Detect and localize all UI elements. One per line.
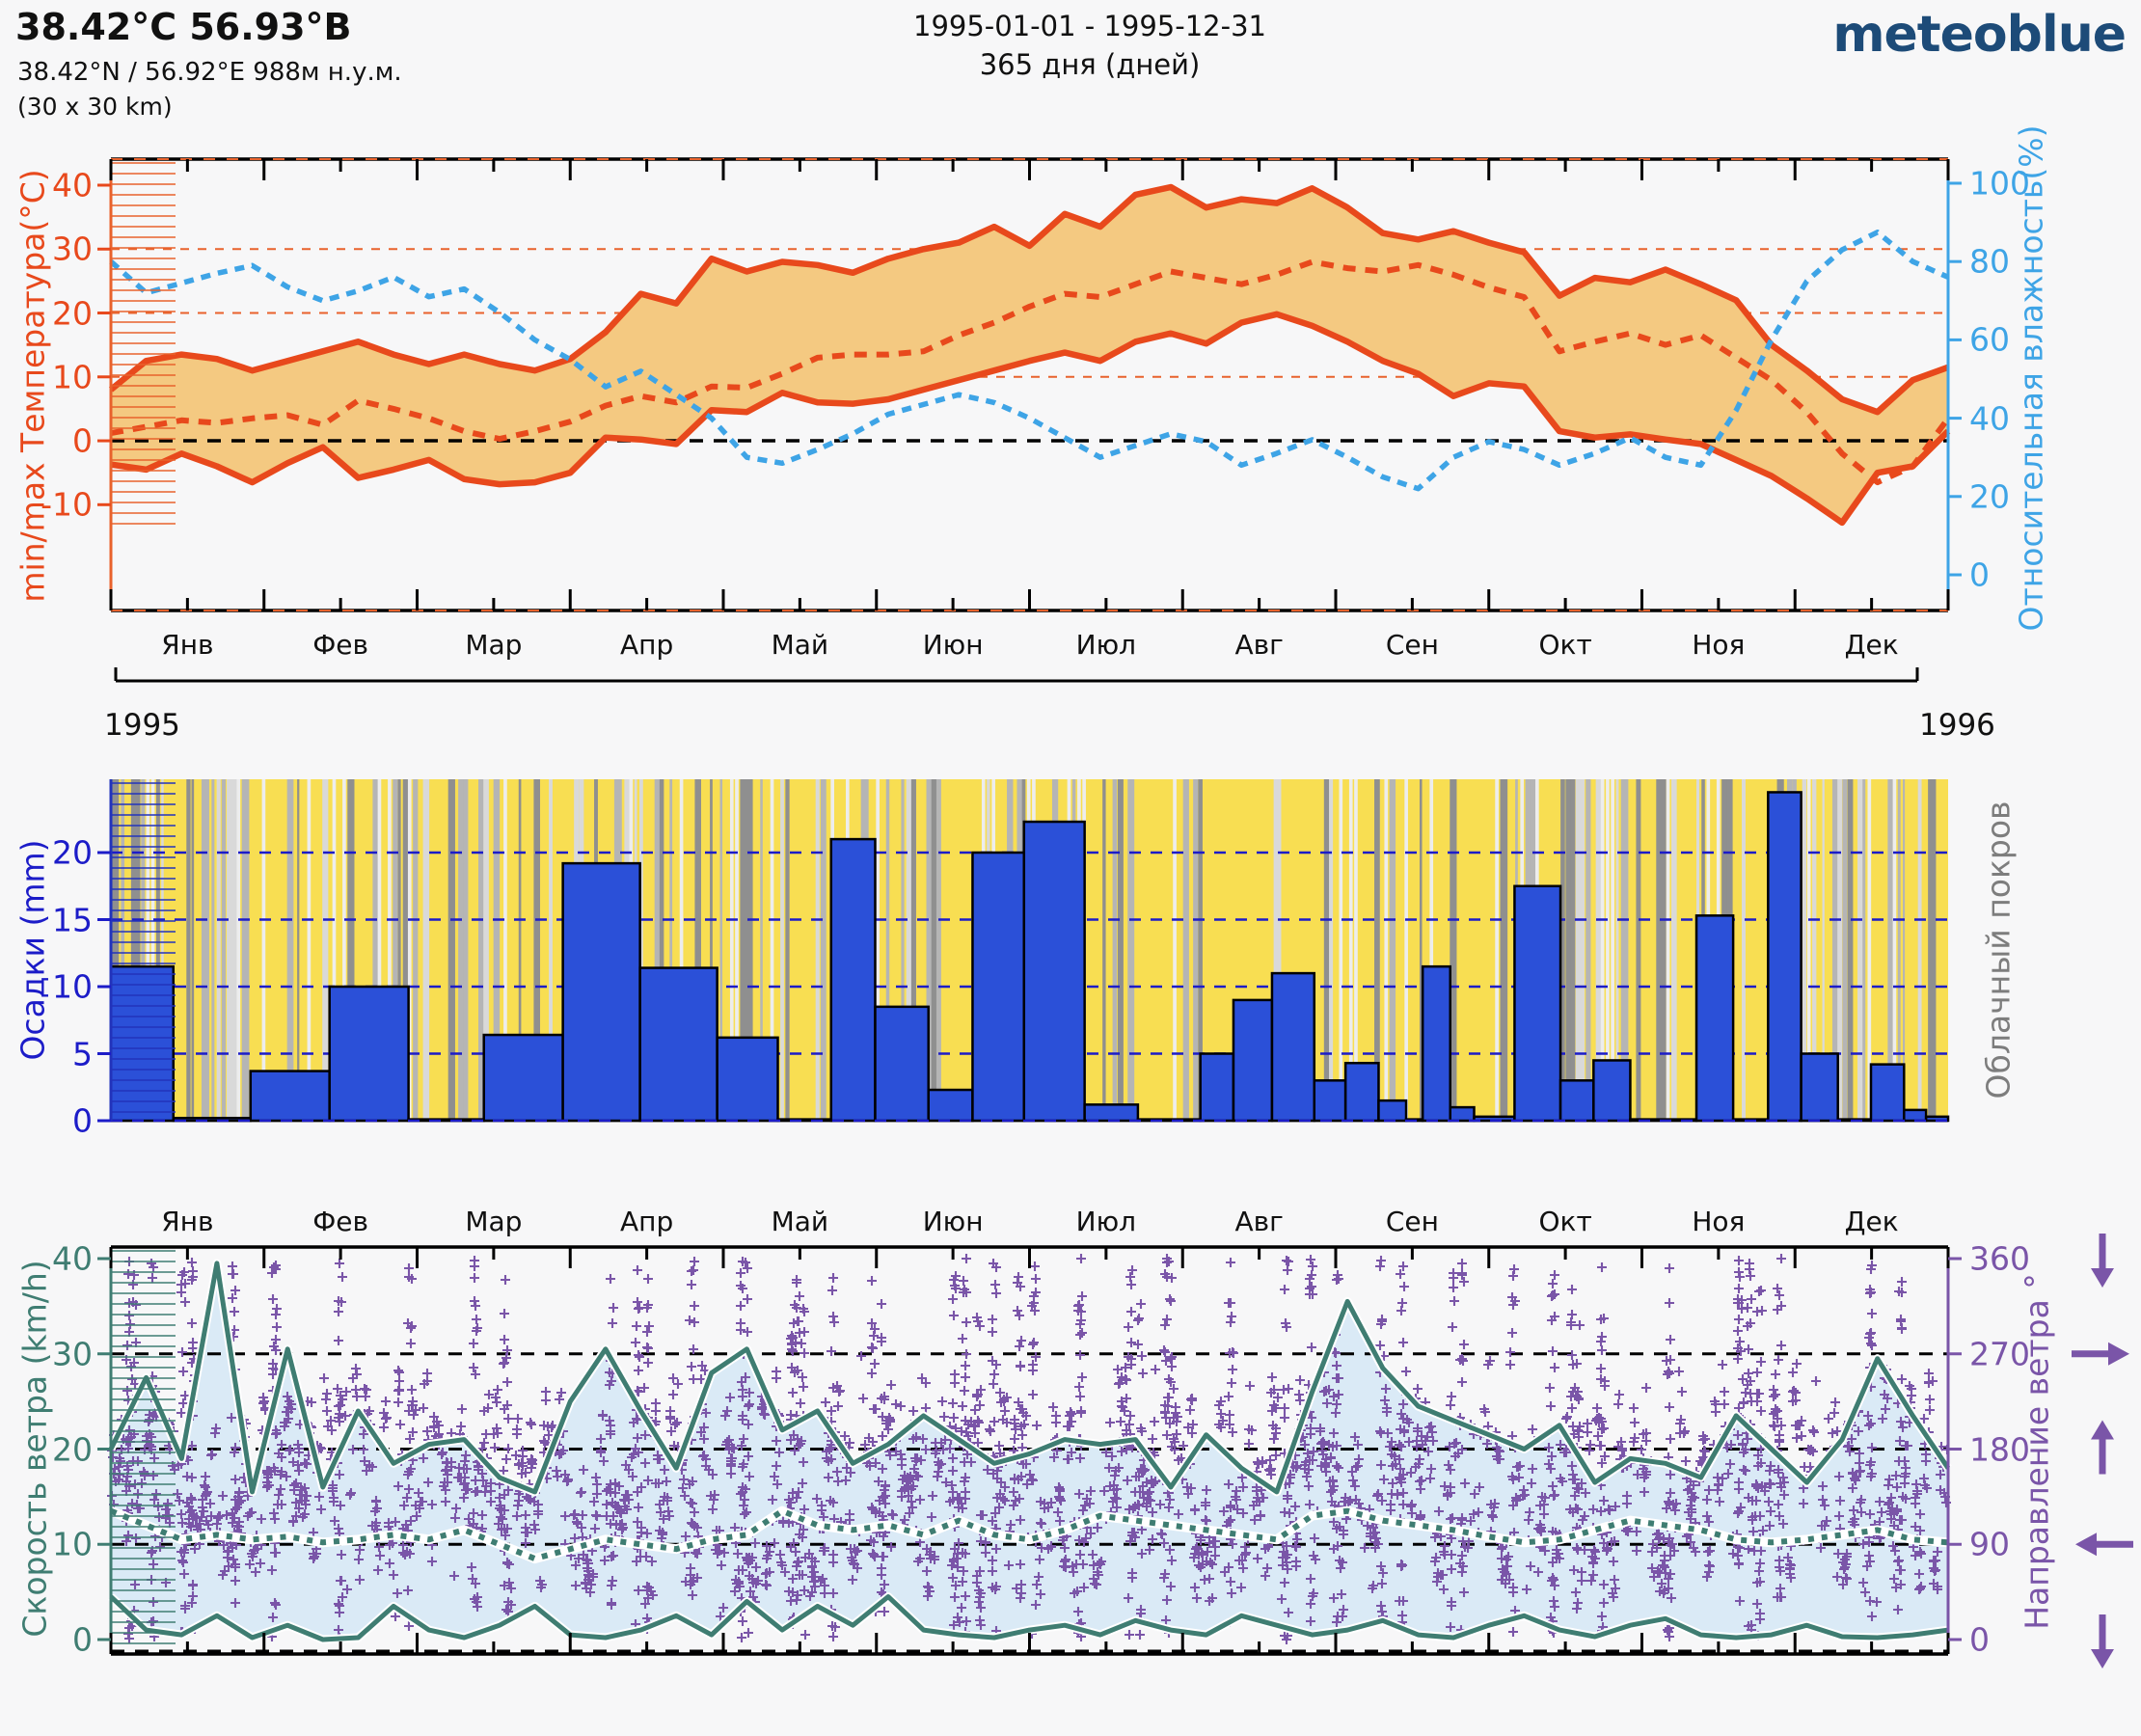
wind-tick-label: 10	[52, 1525, 93, 1563]
temp-tick-label: 20	[52, 294, 93, 333]
humidity-tick-label: 40	[1969, 399, 2010, 438]
month-label-2: Фев	[312, 1206, 369, 1237]
coordinates: 38.42°N / 56.92°E 988м н.у.м.	[17, 58, 402, 87]
month-label-5: Май	[771, 629, 829, 661]
grid-area: (30 x 30 km)	[17, 93, 173, 121]
wind-tick-label: 0	[72, 1620, 93, 1659]
month-label-6: Июн	[922, 629, 984, 661]
temp-tick-label: 0	[72, 421, 93, 460]
direction-tick-label: 360	[1969, 1239, 2030, 1278]
wind-tick-label: 20	[52, 1430, 93, 1468]
month-label-1: Янв	[161, 1206, 214, 1237]
duration: 365 дня (дней)	[979, 48, 1201, 81]
direction-tick-label: 90	[1969, 1525, 2010, 1563]
direction-tick-label: 0	[1969, 1620, 1990, 1659]
report-period-block: 1995-01-01 - 1995-12-31 365 дня (дней)	[913, 10, 1266, 81]
wind-direction-arrows	[2072, 1234, 2133, 1668]
wind-tick-label: 30	[52, 1335, 93, 1373]
month-label-8: Авг	[1234, 629, 1284, 661]
direction-tick-label: 270	[1969, 1335, 2030, 1373]
month-label-4: Апр	[620, 1206, 674, 1237]
meteoblue-logo: meteoblue	[1832, 6, 2127, 64]
month-label-2: Фев	[312, 629, 369, 661]
month-label-1: Янв	[161, 629, 214, 661]
precip-tick-label: 20	[52, 833, 93, 872]
precipitation-cloud-chart	[97, 779, 1950, 1123]
wind-tick-label: 40	[52, 1239, 93, 1278]
temp-tick-label: 40	[52, 166, 93, 204]
month-label-8: Авг	[1234, 1206, 1284, 1237]
date-range: 1995-01-01 - 1995-12-31	[913, 10, 1266, 42]
precip-tick-label: 10	[52, 967, 93, 1006]
year-axis	[114, 667, 1919, 683]
temperature-humidity-chart	[97, 157, 1962, 612]
temp-axis-label: min/max Температура(°C)	[14, 169, 52, 603]
month-label-4: Апр	[620, 629, 674, 661]
humidity-tick-label: 0	[1969, 556, 1990, 594]
year-end: 1996	[1919, 708, 1995, 743]
wind-chart	[97, 1245, 1962, 1656]
month-label-9: Сен	[1385, 629, 1439, 661]
month-label-3: Мар	[465, 1206, 523, 1237]
precip-tick-label: 5	[72, 1035, 93, 1072]
month-label-3: Мар	[465, 629, 523, 661]
precip-tick-label: 0	[72, 1101, 93, 1140]
month-label-12: Дек	[1844, 1206, 1899, 1237]
month-label-11: Ноя	[1692, 629, 1746, 661]
month-label-11: Ноя	[1692, 1206, 1746, 1237]
month-label-6: Июн	[922, 1206, 984, 1237]
humidity-tick-label: 80	[1969, 242, 2010, 281]
month-label-7: Июл	[1075, 1206, 1137, 1237]
month-label-9: Сен	[1385, 1206, 1439, 1237]
page-title: 38.42°С 56.93°В	[15, 6, 352, 48]
humidity-tick-label: 20	[1969, 477, 2010, 516]
month-label-10: Окт	[1538, 1206, 1592, 1237]
precip-tick-label: 15	[52, 901, 93, 938]
month-label-5: Май	[771, 1206, 829, 1237]
wind-speed-axis-label: Скорость ветра (km/h)	[15, 1260, 54, 1638]
humidity-tick-label: 60	[1969, 320, 2010, 359]
year-start: 1995	[104, 708, 180, 743]
cloud-cover-axis-label: Облачный покров	[1979, 800, 2018, 1099]
precip-axis-label: Осадки (mm)	[14, 839, 52, 1061]
direction-tick-label: 180	[1969, 1430, 2030, 1468]
humidity-tick-label: 100	[1969, 164, 2030, 203]
month-label-12: Дек	[1844, 629, 1899, 661]
temp-tick-label: 10	[52, 358, 93, 396]
month-label-7: Июл	[1075, 629, 1137, 661]
temp-tick-label: 30	[52, 230, 93, 268]
month-label-10: Окт	[1538, 629, 1592, 661]
temp-tick-label: -10	[41, 485, 93, 524]
